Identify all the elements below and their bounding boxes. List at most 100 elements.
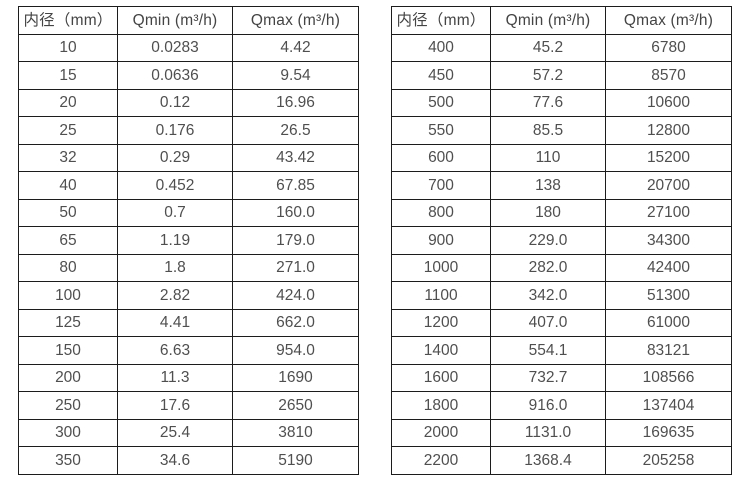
table-cell: 9.54	[232, 61, 359, 90]
table-cell: 108566	[605, 363, 732, 392]
table-header-row: 内径（mm） Qmin (m³/h) Qmax (m³/h)	[18, 6, 359, 35]
table-cell: 77.6	[490, 88, 606, 117]
table-row: 80 1.8 271.0	[18, 253, 359, 282]
table-cell: 4.42	[232, 33, 359, 62]
table-cell: 34300	[605, 226, 732, 255]
table-cell: 0.0283	[117, 33, 233, 62]
table-cell: 300	[18, 418, 118, 447]
flow-spec-table-small-diameters: 内径（mm） Qmin (m³/h) Qmax (m³/h) 10 0.0283 4…	[18, 6, 359, 475]
table-row: 25 0.176 26.5	[18, 116, 359, 145]
table-cell: 900	[391, 226, 491, 255]
table-row: 1000 282.0 42400	[391, 253, 732, 282]
flow-spec-table-large-diameters: 内径（mm） Qmin (m³/h) Qmax (m³/h) 400 45.2 67…	[391, 6, 732, 475]
table-cell: 700	[391, 171, 491, 200]
table-row: 1800 916.0 137404	[391, 391, 732, 420]
table-cell: 125	[18, 308, 118, 337]
table-row: 200 11.3 1690	[18, 363, 359, 392]
table-cell: 16.96	[232, 88, 359, 117]
table-cell: 229.0	[490, 226, 606, 255]
table-cell: 0.12	[117, 88, 233, 117]
table-cell: 1131.0	[490, 418, 606, 447]
table-cell: 2000	[391, 418, 491, 447]
table-cell: 40	[18, 171, 118, 200]
table-cell: 350	[18, 446, 118, 475]
table-cell: 0.452	[117, 171, 233, 200]
table-row: 450 57.2 8570	[391, 61, 732, 90]
table-cell: 200	[18, 363, 118, 392]
table-cell: 85.5	[490, 116, 606, 145]
table-cell: 407.0	[490, 308, 606, 337]
table-cell: 150	[18, 336, 118, 365]
column-header-qmin: Qmin (m³/h)	[117, 6, 233, 35]
table-cell: 2.82	[117, 281, 233, 310]
table-row: 400 45.2 6780	[391, 33, 732, 62]
table-row: 500 77.6 10600	[391, 88, 732, 117]
table-cell: 80	[18, 253, 118, 282]
table-cell: 61000	[605, 308, 732, 337]
table-row: 1400 554.1 83121	[391, 336, 732, 365]
table-cell: 250	[18, 391, 118, 420]
table-row: 50 0.7 160.0	[18, 198, 359, 227]
table-cell: 554.1	[490, 336, 606, 365]
table-cell: 26.5	[232, 116, 359, 145]
table-cell: 1690	[232, 363, 359, 392]
table-cell: 45.2	[490, 33, 606, 62]
table-cell: 8570	[605, 61, 732, 90]
column-header-qmax: Qmax (m³/h)	[232, 6, 359, 35]
table-cell: 42400	[605, 253, 732, 282]
table-cell: 20700	[605, 171, 732, 200]
table-row: 900 229.0 34300	[391, 226, 732, 255]
table-cell: 20	[18, 88, 118, 117]
table-cell: 12800	[605, 116, 732, 145]
table-cell: 5190	[232, 446, 359, 475]
table-cell: 15	[18, 61, 118, 90]
table-cell: 34.6	[117, 446, 233, 475]
table-cell: 15200	[605, 143, 732, 172]
table-row: 100 2.82 424.0	[18, 281, 359, 310]
table-cell: 17.6	[117, 391, 233, 420]
table-cell: 282.0	[490, 253, 606, 282]
table-cell: 1.8	[117, 253, 233, 282]
table-cell: 205258	[605, 446, 732, 475]
column-header-qmax: Qmax (m³/h)	[605, 6, 732, 35]
table-cell: 25	[18, 116, 118, 145]
table-row: 15 0.0636 9.54	[18, 61, 359, 90]
table-cell: 271.0	[232, 253, 359, 282]
table-cell: 1600	[391, 363, 491, 392]
table-cell: 65	[18, 226, 118, 255]
table-cell: 137404	[605, 391, 732, 420]
table-cell: 424.0	[232, 281, 359, 310]
table-row: 65 1.19 179.0	[18, 226, 359, 255]
table-cell: 400	[391, 33, 491, 62]
table-cell: 450	[391, 61, 491, 90]
column-header-inner-diameter: 内径（mm）	[391, 6, 491, 35]
table-cell: 0.0636	[117, 61, 233, 90]
table-cell: 1200	[391, 308, 491, 337]
table-row: 40 0.452 67.85	[18, 171, 359, 200]
table-cell: 10600	[605, 88, 732, 117]
table-cell: 179.0	[232, 226, 359, 255]
table-cell: 169635	[605, 418, 732, 447]
table-row: 600 110 15200	[391, 143, 732, 172]
table-cell: 342.0	[490, 281, 606, 310]
table-row: 700 138 20700	[391, 171, 732, 200]
table-cell: 10	[18, 33, 118, 62]
table-row: 10 0.0283 4.42	[18, 33, 359, 62]
table-row: 20 0.12 16.96	[18, 88, 359, 117]
table-cell: 0.176	[117, 116, 233, 145]
table-cell: 0.29	[117, 143, 233, 172]
table-cell: 27100	[605, 198, 732, 227]
table-cell: 25.4	[117, 418, 233, 447]
table-cell: 4.41	[117, 308, 233, 337]
table-cell: 1400	[391, 336, 491, 365]
table-cell: 67.85	[232, 171, 359, 200]
table-cell: 916.0	[490, 391, 606, 420]
table-cell: 0.7	[117, 198, 233, 227]
table-cell: 11.3	[117, 363, 233, 392]
table-row: 32 0.29 43.42	[18, 143, 359, 172]
table-cell: 32	[18, 143, 118, 172]
table-cell: 3810	[232, 418, 359, 447]
table-row: 1200 407.0 61000	[391, 308, 732, 337]
column-header-inner-diameter: 内径（mm）	[18, 6, 118, 35]
table-row: 550 85.5 12800	[391, 116, 732, 145]
